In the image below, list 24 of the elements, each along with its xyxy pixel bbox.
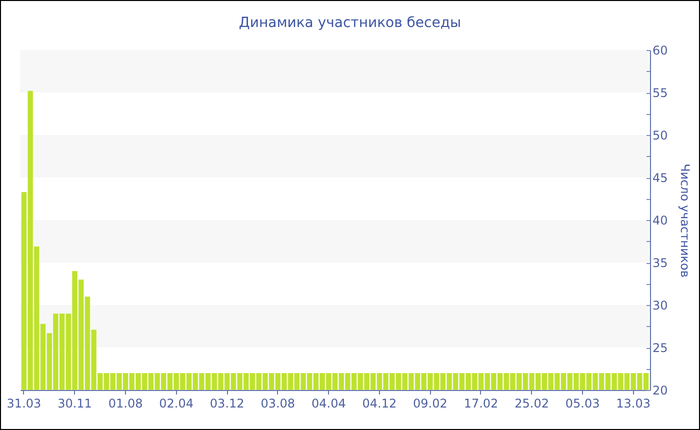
y-tick-label: 30 (652, 298, 668, 312)
y-tick-label: 45 (652, 171, 668, 185)
x-tick-label: 25.02 (514, 396, 549, 410)
x-tick-label: 01.08 (108, 396, 143, 410)
x-tick-label: 04.04 (311, 396, 346, 410)
y-tick-label: 40 (652, 214, 668, 228)
y-tick-label: 25 (652, 341, 668, 355)
x-tick-label: 05.03 (565, 396, 600, 410)
x-tick-label: 09.02 (413, 396, 448, 410)
x-tick-label: 03.08 (260, 396, 296, 410)
chart-title: Динамика участников беседы (238, 15, 462, 31)
x-tick-label: 31.03 (6, 396, 42, 410)
x-tick-label: 17.02 (464, 396, 498, 410)
x-tick-label: 03.12 (210, 396, 244, 410)
x-tick-label: 02.04 (159, 396, 194, 410)
x-tick-label: 13.03 (616, 396, 651, 410)
x-tick-label: 30.11 (58, 396, 92, 410)
y-tick-label: 60 (652, 44, 668, 58)
y-axis-title: Число участников (678, 164, 692, 278)
x-tick-label: 04.12 (362, 396, 397, 410)
y-tick-label: 20 (652, 384, 668, 398)
y-tick-label: 50 (652, 128, 668, 142)
y-tick-label: 55 (652, 86, 668, 100)
y-tick-label: 35 (652, 256, 668, 270)
